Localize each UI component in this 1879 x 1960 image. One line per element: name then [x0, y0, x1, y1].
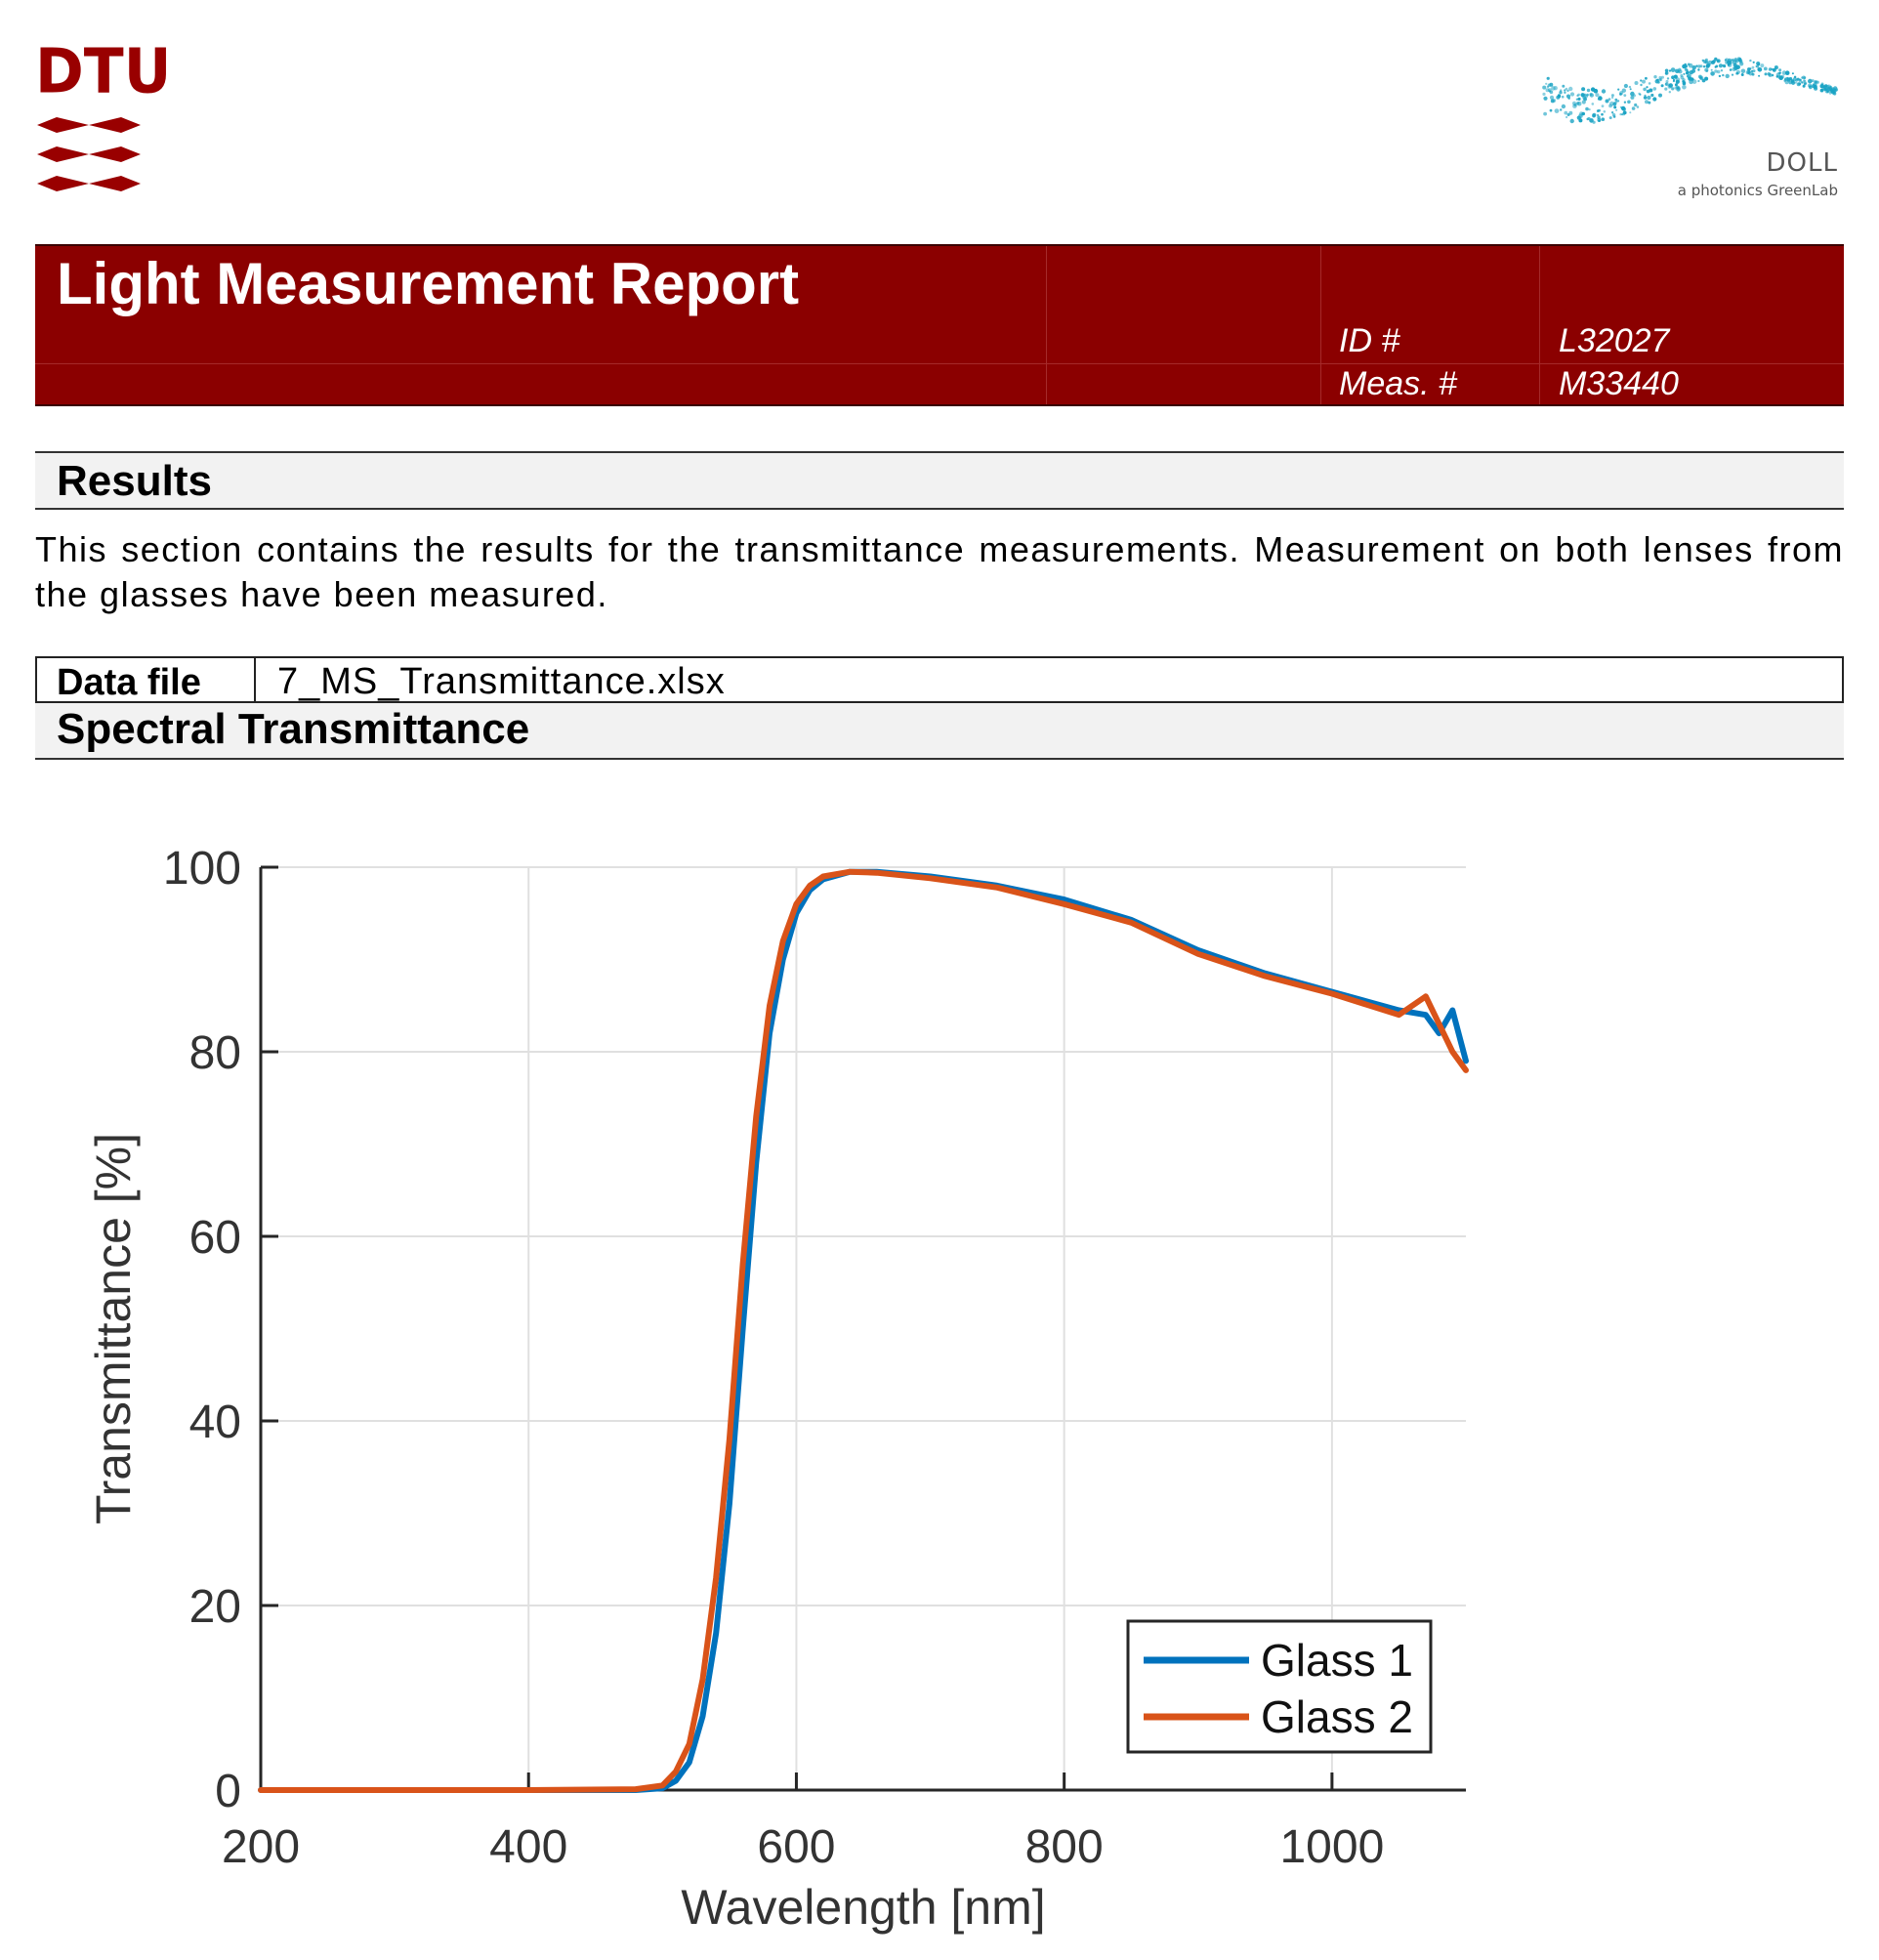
x-tick-label: 800	[1025, 1821, 1104, 1873]
y-tick-label: 80	[189, 1027, 241, 1079]
report-header: Light Measurement Report ID # L32027 Mea…	[35, 244, 1844, 406]
meas-label: Meas. #	[1339, 365, 1457, 402]
data-file-row: Data file 7_MS_Transmittance.xlsx	[35, 656, 1844, 703]
data-file-label: Data file	[57, 662, 201, 703]
data-file-value: 7_MS_Transmittance.xlsx	[277, 661, 726, 702]
transmittance-chart: 200 400 600 800 1000 0 20 40 60 80 100 Wavelength […	[0, 801, 1879, 1955]
spectral-heading-text: Spectral Transmittance	[57, 705, 530, 753]
doll-logo-subtitle: a photonics GreenLab	[1677, 182, 1838, 199]
spectral-heading: Spectral Transmittance	[35, 703, 1844, 760]
x-tick-label: 400	[489, 1821, 567, 1873]
dtu-logo: DTU	[35, 35, 172, 200]
x-tick-label: 600	[757, 1821, 835, 1873]
id-value: L32027	[1559, 322, 1670, 359]
id-label: ID #	[1339, 322, 1400, 359]
report-title: Light Measurement Report	[57, 251, 800, 316]
results-heading-text: Results	[57, 457, 212, 505]
results-description: This section contains the results for th…	[35, 529, 1844, 614]
legend-label: Glass 1	[1261, 1635, 1413, 1686]
transmittance-chart-svg: 200 400 600 800 1000 0 20 40 60 80 100 Wavelength […	[86, 843, 1469, 1935]
results-heading: Results	[35, 451, 1844, 510]
series-line-2	[258, 868, 1469, 1793]
dtu-waves-icon	[37, 117, 141, 191]
x-tick-label: 200	[222, 1821, 300, 1873]
meas-value: M33440	[1559, 365, 1679, 402]
y-tick-label: 0	[215, 1766, 241, 1817]
x-tick-label: 1000	[1279, 1821, 1384, 1873]
legend-box	[1126, 1619, 1433, 1754]
y-tick-label: 60	[189, 1212, 241, 1264]
y-tick-label: 20	[189, 1581, 241, 1633]
doll-swirl-icon	[1542, 57, 1839, 124]
doll-logo: DOLL a photonics GreenLab	[1538, 29, 1846, 205]
dtu-logo-text: DTU	[35, 35, 172, 108]
y-tick-label: 100	[163, 843, 241, 895]
legend-label: Glass 2	[1261, 1691, 1413, 1742]
y-tick-label: 40	[189, 1397, 241, 1448]
x-axis-label: Wavelength [nm]	[681, 1880, 1045, 1935]
doll-logo-name: DOLL	[1766, 148, 1838, 178]
y-axis-label: Transmittance [%]	[86, 1133, 141, 1524]
